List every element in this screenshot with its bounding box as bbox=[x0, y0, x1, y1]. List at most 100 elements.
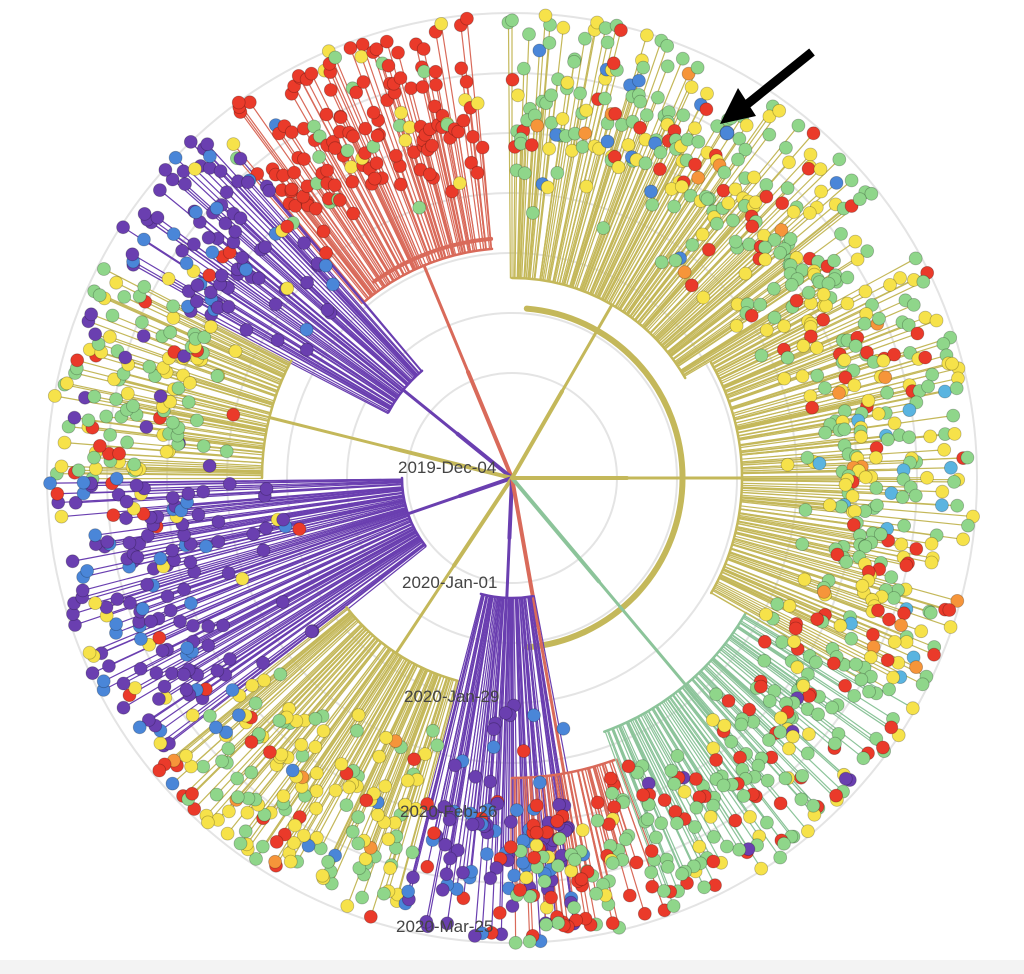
tree-tip bbox=[690, 60, 705, 75]
tree-branch bbox=[507, 476, 514, 540]
tree-tip bbox=[633, 94, 648, 109]
tree-tip bbox=[935, 498, 949, 513]
tree-tip bbox=[358, 852, 373, 866]
tree-tip bbox=[246, 527, 261, 541]
tree-branch bbox=[740, 453, 846, 463]
tree-tip bbox=[826, 656, 841, 671]
tree-branch bbox=[724, 562, 932, 647]
tree-tip bbox=[412, 200, 427, 215]
tree-tip bbox=[249, 852, 263, 866]
tree-tip bbox=[717, 718, 732, 733]
tree-tip bbox=[96, 674, 111, 689]
tree-tip bbox=[838, 678, 852, 693]
tree-tip bbox=[760, 815, 774, 830]
tree-branch bbox=[466, 369, 514, 480]
tree-branch bbox=[500, 597, 510, 931]
tree-tip bbox=[383, 861, 398, 876]
tree-branch bbox=[600, 152, 675, 300]
tree-branch bbox=[677, 690, 790, 835]
tree-branch bbox=[737, 413, 876, 439]
tree-tip bbox=[759, 607, 773, 622]
tree-tip bbox=[837, 353, 852, 367]
tree-tip bbox=[757, 634, 772, 649]
tree-tip bbox=[208, 720, 223, 735]
tree-tip bbox=[259, 481, 274, 496]
tree-tip bbox=[459, 74, 474, 89]
tree-tip bbox=[230, 790, 245, 804]
tree-tip bbox=[328, 50, 343, 65]
tree-branch bbox=[290, 657, 406, 851]
tree-branch bbox=[524, 53, 540, 279]
tree-branch bbox=[575, 104, 640, 290]
arrow-head bbox=[720, 88, 756, 124]
tree-tip bbox=[259, 521, 273, 536]
tree-tip bbox=[218, 216, 233, 231]
tree-tip bbox=[203, 285, 218, 300]
tree-branch bbox=[718, 306, 870, 379]
tree-tip bbox=[81, 413, 96, 428]
tree-tip bbox=[103, 427, 117, 442]
tree-branch bbox=[236, 244, 406, 389]
tree-tip bbox=[153, 551, 168, 566]
tree-tip bbox=[869, 481, 884, 495]
tree-tip bbox=[100, 535, 115, 549]
tree-tip bbox=[479, 847, 494, 861]
tree-tip bbox=[434, 16, 449, 31]
tree-branch bbox=[477, 596, 501, 821]
tree-branch bbox=[741, 487, 913, 496]
tree-tip bbox=[840, 296, 855, 311]
tree-tip bbox=[112, 446, 126, 461]
tree-tip bbox=[120, 386, 135, 401]
tree-tip bbox=[811, 707, 825, 722]
tree-branch bbox=[582, 100, 658, 292]
tree-branch bbox=[306, 653, 398, 794]
tree-tip bbox=[391, 45, 405, 60]
tree-tip bbox=[782, 741, 796, 756]
tree-branch bbox=[740, 449, 941, 464]
tree-tip bbox=[153, 389, 168, 404]
tree-tip bbox=[308, 201, 323, 216]
tree-tip bbox=[689, 800, 704, 815]
tree-tip bbox=[795, 769, 810, 783]
tree-tip bbox=[275, 595, 290, 609]
tree-tip bbox=[847, 504, 862, 519]
tree-tip bbox=[84, 307, 99, 322]
tree-branch bbox=[640, 714, 720, 860]
tree-branch bbox=[631, 137, 768, 319]
tree-tip bbox=[256, 656, 270, 670]
tree-tip bbox=[845, 489, 860, 504]
tree-branch bbox=[167, 533, 419, 686]
tree-tip bbox=[644, 184, 658, 199]
tree-tip bbox=[87, 450, 101, 465]
tree-tip bbox=[210, 663, 225, 678]
tree-tip bbox=[251, 271, 266, 286]
tree-tip bbox=[801, 824, 815, 839]
tree-branch bbox=[586, 61, 682, 294]
tree-branch bbox=[218, 612, 352, 726]
tree-tip bbox=[758, 252, 772, 267]
tree-tip bbox=[257, 673, 272, 688]
tree-branch bbox=[412, 680, 459, 850]
tree-tip bbox=[483, 774, 498, 789]
tree-tip bbox=[297, 152, 311, 167]
tree-branch bbox=[678, 689, 792, 835]
tree-tip bbox=[556, 20, 571, 35]
tree-branch bbox=[131, 393, 269, 425]
tree-tip bbox=[379, 730, 394, 745]
tree-tip bbox=[644, 865, 659, 880]
tree-branch bbox=[652, 171, 819, 338]
tree-tip bbox=[880, 385, 894, 400]
tree-tip bbox=[914, 624, 929, 639]
tree-branch bbox=[170, 451, 264, 460]
tree-branch bbox=[96, 520, 412, 656]
tree-tip bbox=[696, 290, 711, 305]
tree-tip bbox=[909, 542, 924, 556]
tree-branch bbox=[741, 489, 850, 497]
tree-tip bbox=[405, 845, 420, 860]
tree-tip bbox=[447, 758, 462, 773]
tree-tip bbox=[661, 860, 675, 874]
tree-branch bbox=[388, 445, 514, 480]
tree-tip bbox=[786, 729, 800, 744]
tree-tip bbox=[738, 142, 753, 157]
tree-tip bbox=[425, 723, 440, 738]
